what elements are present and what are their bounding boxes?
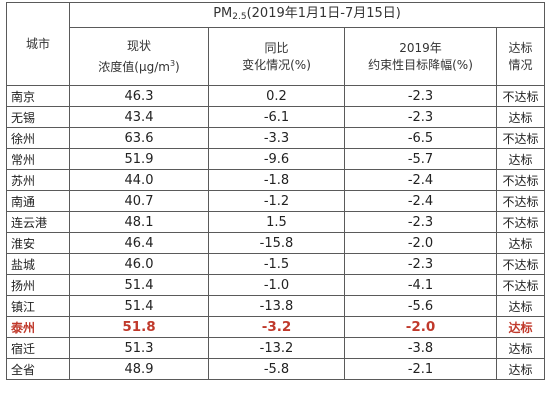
yoy-cell: -1.5	[208, 253, 345, 275]
table-row: 镇江 51.4 -13.8 -5.6 达标	[6, 295, 546, 317]
table-row: 苏州 44.0 -1.8 -2.4 不达标	[6, 169, 546, 191]
table-header: 城市 PM2.5(2019年1月1日-7月15日) 现状 浓度值(μg/m3) …	[6, 2, 546, 86]
yoy-cell: -3.3	[208, 127, 345, 149]
current-cell: 46.4	[69, 232, 209, 254]
table-body: 南京 46.3 0.2 -2.3 不达标 无锡 43.4 -6.1 -2.3 达标 徐州 63.6 -3…	[6, 85, 546, 380]
table-row: 连云港 48.1 1.5 -2.3 不达标	[6, 211, 546, 233]
current-cell: 46.0	[69, 253, 209, 275]
header-current-concentration: 现状 浓度值(μg/m3)	[69, 27, 209, 86]
header-yoy-change: 同比 变化情况(%)	[208, 27, 345, 86]
current-cell: 43.4	[69, 106, 209, 128]
city-cell: 无锡	[6, 106, 70, 128]
city-cell: 苏州	[6, 169, 70, 191]
yoy-cell: -9.6	[208, 148, 345, 170]
city-cell: 镇江	[6, 295, 70, 317]
status-cell: 达标	[495, 358, 546, 380]
status-cell: 不达标	[495, 253, 546, 275]
yoy-cell: -3.2	[208, 316, 345, 338]
city-cell: 徐州	[6, 127, 70, 149]
target-cell: -5.6	[344, 295, 497, 317]
target-cell: -2.3	[344, 106, 497, 128]
yoy-cell: -1.8	[208, 169, 345, 191]
city-cell: 南京	[6, 85, 70, 107]
yoy-cell: -13.8	[208, 295, 345, 317]
pm25-table: 城市 PM2.5(2019年1月1日-7月15日) 现状 浓度值(μg/m3) …	[6, 2, 546, 380]
header-city: 城市	[6, 2, 70, 86]
status-cell: 不达标	[495, 85, 546, 107]
status-cell: 不达标	[495, 127, 546, 149]
status-cell: 达标	[495, 337, 546, 359]
city-cell: 连云港	[6, 211, 70, 233]
status-cell: 达标	[495, 232, 546, 254]
target-cell: -2.3	[344, 253, 497, 275]
current-cell: 48.9	[69, 358, 209, 380]
status-cell: 不达标	[495, 169, 546, 191]
status-cell: 不达标	[495, 274, 546, 296]
city-cell: 南通	[6, 190, 70, 212]
status-cell: 达标	[495, 106, 546, 128]
yoy-cell: 1.5	[208, 211, 345, 233]
city-cell: 泰州	[6, 316, 70, 338]
city-cell: 全省	[6, 358, 70, 380]
target-cell: -6.5	[344, 127, 497, 149]
city-cell: 盐城	[6, 253, 70, 275]
status-cell: 达标	[495, 316, 546, 338]
city-cell: 常州	[6, 148, 70, 170]
yoy-cell: 0.2	[208, 85, 345, 107]
table-row: 无锡 43.4 -6.1 -2.3 达标	[6, 106, 546, 128]
status-cell: 达标	[495, 295, 546, 317]
current-cell: 51.8	[69, 316, 209, 338]
table-row: 泰州 51.8 -3.2 -2.0 达标	[6, 316, 546, 338]
target-cell: -2.3	[344, 85, 497, 107]
table-row: 南通 40.7 -1.2 -2.4 不达标	[6, 190, 546, 212]
target-cell: -5.7	[344, 148, 497, 170]
target-cell: -2.1	[344, 358, 497, 380]
status-cell: 不达标	[495, 190, 546, 212]
city-cell: 扬州	[6, 274, 70, 296]
city-cell: 宿迁	[6, 337, 70, 359]
target-cell: -2.3	[344, 211, 497, 233]
table-row: 徐州 63.6 -3.3 -6.5 不达标	[6, 127, 546, 149]
current-cell: 63.6	[69, 127, 209, 149]
current-cell: 51.4	[69, 295, 209, 317]
yoy-cell: -13.2	[208, 337, 345, 359]
target-cell: -3.8	[344, 337, 497, 359]
status-cell: 不达标	[495, 211, 546, 233]
yoy-cell: -1.0	[208, 274, 345, 296]
table-row: 盐城 46.0 -1.5 -2.3 不达标	[6, 253, 546, 275]
current-cell: 44.0	[69, 169, 209, 191]
table-row: 常州 51.9 -9.6 -5.7 达标	[6, 148, 546, 170]
current-cell: 46.3	[69, 85, 209, 107]
target-cell: -2.4	[344, 190, 497, 212]
current-cell: 51.9	[69, 148, 209, 170]
current-cell: 51.4	[69, 274, 209, 296]
yoy-cell: -15.8	[208, 232, 345, 254]
target-cell: -2.4	[344, 169, 497, 191]
target-cell: -4.1	[344, 274, 497, 296]
current-cell: 40.7	[69, 190, 209, 212]
table-row: 南京 46.3 0.2 -2.3 不达标	[6, 85, 546, 107]
header-target-reduction: 2019年 约束性目标降幅(%)	[344, 27, 497, 86]
table-row: 宿迁 51.3 -13.2 -3.8 达标	[6, 337, 546, 359]
header-status: 达标 情况	[495, 27, 546, 86]
current-cell: 51.3	[69, 337, 209, 359]
city-cell: 淮安	[6, 232, 70, 254]
yoy-cell: -1.2	[208, 190, 345, 212]
target-cell: -2.0	[344, 232, 497, 254]
table-row: 淮安 46.4 -15.8 -2.0 达标	[6, 232, 546, 254]
target-cell: -2.0	[344, 316, 497, 338]
pm25-table-container: 城市 PM2.5(2019年1月1日-7月15日) 现状 浓度值(μg/m3) …	[6, 2, 546, 380]
yoy-cell: -5.8	[208, 358, 345, 380]
table-row: 全省 48.9 -5.8 -2.1 达标	[6, 358, 546, 380]
table-row: 扬州 51.4 -1.0 -4.1 不达标	[6, 274, 546, 296]
current-cell: 48.1	[69, 211, 209, 233]
status-cell: 达标	[495, 148, 546, 170]
table-title: PM2.5(2019年1月1日-7月15日)	[68, 2, 546, 28]
yoy-cell: -6.1	[208, 106, 345, 128]
